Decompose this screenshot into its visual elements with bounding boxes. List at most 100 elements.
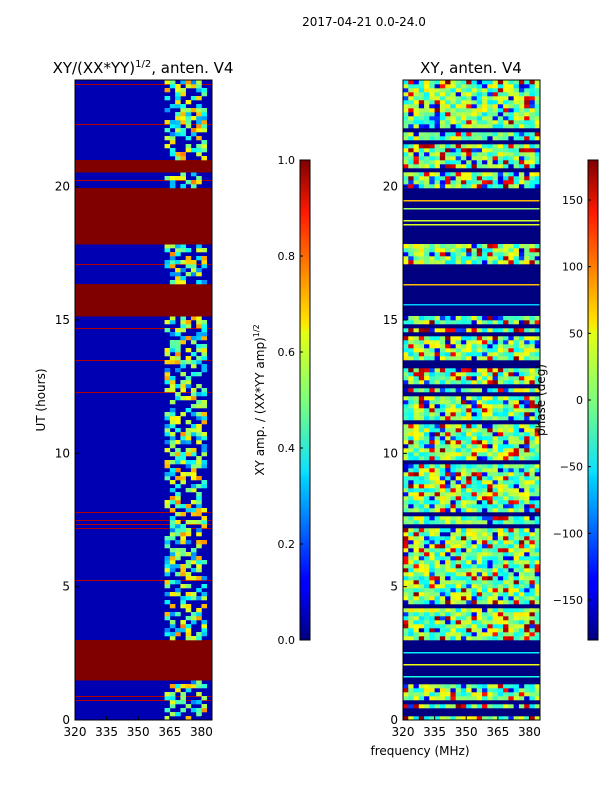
panel2-cell [487,80,493,85]
panel2-cell [534,176,540,181]
panel1-saturated-row [75,212,212,217]
panel1-cell [196,460,202,465]
panel2-cell [439,92,446,97]
panel1-cell [201,392,208,397]
panel2-cell [445,484,451,489]
panel1-cell [185,256,192,261]
panel2-cell [460,608,467,613]
panel1-cell [190,364,197,369]
panel2-cell [429,156,435,161]
panel2-cell [497,576,504,581]
panel1-cell [169,360,176,365]
panel2-cell [434,428,441,433]
panel2-cell [424,564,430,569]
panel2-cell [429,164,435,169]
panel2-cell [413,508,420,513]
panel2-cell [471,84,478,89]
panel2-cell [513,444,520,449]
panel2-cell [492,244,499,249]
panel2-cell [466,88,472,93]
panel1-cell [169,532,176,537]
panel1-cell [169,548,176,553]
panel1-cell [185,248,192,253]
panel1-cell [175,352,181,357]
panel2-cell [439,572,446,577]
panel2-cell [439,328,446,333]
panel2-cell [413,484,420,489]
panel2-cell [487,396,493,401]
panel2-cell [403,340,409,345]
panel1-cell [164,544,171,549]
panel2-cell [482,336,488,341]
panel2-cell [434,704,441,709]
panel2-cell [424,316,430,321]
panel2-cell [471,584,478,589]
panel1-cell [180,532,186,537]
panel2-cell [455,536,462,541]
panel2-cell [482,108,488,113]
panel1-cell [201,112,208,117]
panel2-cell [513,532,520,537]
panel2-cell [424,536,430,541]
panel2-cell [503,544,509,549]
panel2-cell [455,132,462,137]
panel2-cell [529,716,536,720]
panel2-cell [413,620,420,625]
panel2-cell [445,568,451,573]
panel2-cell [524,156,530,161]
panel2-cell [439,564,446,569]
panel2-cell [450,452,456,457]
panel2-cell [492,96,499,101]
panel1-cell [180,700,186,705]
panel2-cell [492,608,499,613]
panel2-cell [529,356,536,361]
panel2-cell [418,576,425,581]
panel2-cell [460,576,467,581]
panel2-cell [466,84,472,89]
panel2-cell [534,620,540,625]
panel2-cell [403,624,409,629]
panel2-cell [439,628,446,633]
panel1-cell [190,620,197,625]
panel2-cell [529,520,536,525]
panel2-cell [503,164,509,169]
panel2-cell [445,528,451,533]
panel1-cell [190,460,197,465]
panel2-cell [445,480,451,485]
panel2-cell [497,592,504,597]
panel2-cell [497,504,504,509]
panel2-cell [413,408,420,413]
panel2-cell [460,436,467,441]
panel2-cell [524,316,530,321]
panel2-cell [487,328,493,333]
panel1-frame [74,79,213,721]
panel2-cell [434,88,441,93]
panel2-cell [439,116,446,121]
panel2-cell [455,84,462,89]
panel2-cell [403,416,409,421]
panel2-cell [403,120,409,125]
panel2-cell [518,608,525,613]
panel2-cell [482,184,488,189]
panel2-cell [513,636,520,641]
panel2-cell [529,408,536,413]
colorbar2-tick-label: −150 [553,594,583,607]
panel1-cell [185,120,192,125]
panel1-cell [185,432,192,437]
panel2-cell [497,408,504,413]
panel1-cell [175,476,181,481]
panel1-cell [185,520,192,525]
panel2-cell [524,160,530,165]
panel2-cell [497,436,504,441]
panel1-cell [180,628,186,633]
panel2-cell [534,132,540,137]
panel2-cell [534,496,540,501]
panel1-cell [180,260,186,265]
panel2-cell [518,560,525,565]
panel1-cell [175,120,181,125]
panel2-cell [492,176,499,181]
panel2-cell [455,572,462,577]
panel2-cell [513,688,520,693]
panel2-cell [429,400,435,405]
panel2-cell [408,116,414,121]
